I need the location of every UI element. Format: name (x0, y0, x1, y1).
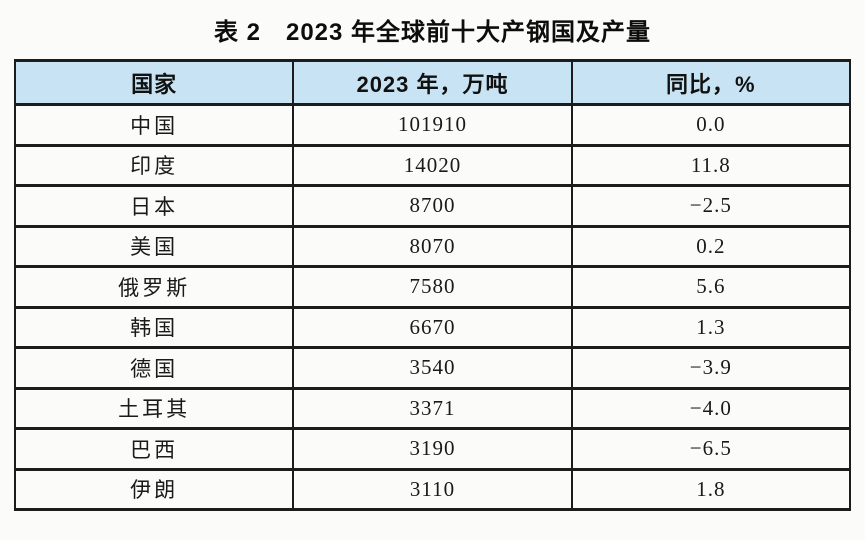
yoy-cell: −6.5 (570, 427, 852, 471)
yoy-cell: 0.2 (570, 224, 852, 268)
country-cell: 伊朗 (13, 467, 295, 511)
production-cell: 8700 (292, 184, 573, 228)
table-row: 伊朗 3110 1.8 (13, 467, 852, 511)
country-cell: 巴西 (13, 427, 295, 471)
yoy-cell: −2.5 (570, 184, 852, 228)
yoy-cell: 0.0 (570, 103, 852, 147)
production-cell: 6670 (292, 305, 573, 349)
yoy-cell: 1.3 (570, 305, 852, 349)
table-row: 中国 101910 0.0 (13, 103, 852, 147)
table-title: 表 2 2023 年全球前十大产钢国及产量 (213, 19, 652, 46)
yoy-cell: 5.6 (570, 265, 852, 309)
production-cell: 101910 (292, 103, 573, 147)
country-cell: 美国 (13, 224, 295, 268)
yoy-cell: −3.9 (570, 346, 852, 390)
table-row: 土耳其 3371 −4.0 (13, 386, 852, 430)
column-header-production: 2023 年，万吨 (292, 59, 573, 106)
production-cell: 14020 (292, 143, 573, 187)
country-cell: 中国 (13, 103, 295, 147)
table-body: 中国 101910 0.0 印度 14020 11.8 日本 8700 −2.5 美国 8070 0.… (13, 103, 852, 511)
steel-production-table: 国家 2023 年，万吨 同比，% 中国 101910 0.0 印度 14020 11.8 日本… (13, 59, 852, 511)
table-row: 韩国 6670 1.3 (13, 305, 852, 349)
table-row: 巴西 3190 −6.5 (13, 427, 852, 471)
yoy-cell: 11.8 (570, 143, 852, 187)
table-row: 日本 8700 −2.5 (13, 184, 852, 228)
production-cell: 7580 (292, 265, 573, 309)
country-cell: 土耳其 (13, 386, 295, 430)
table-row: 俄罗斯 7580 5.6 (13, 265, 852, 309)
table-row: 德国 3540 −3.9 (13, 346, 852, 390)
table-row: 美国 8070 0.2 (13, 224, 852, 268)
production-cell: 3540 (292, 346, 573, 390)
production-cell: 3110 (292, 467, 573, 511)
yoy-cell: −4.0 (570, 386, 852, 430)
country-cell: 印度 (13, 143, 295, 187)
country-cell: 俄罗斯 (13, 265, 295, 309)
country-cell: 韩国 (13, 305, 295, 349)
country-cell: 德国 (13, 346, 295, 390)
column-header-country: 国家 (13, 59, 295, 106)
production-cell: 3371 (292, 386, 573, 430)
table-header-row: 国家 2023 年，万吨 同比，% (13, 59, 852, 106)
production-cell: 8070 (292, 224, 573, 268)
column-header-yoy: 同比，% (570, 59, 852, 106)
country-cell: 日本 (13, 184, 295, 228)
yoy-cell: 1.8 (570, 467, 852, 511)
production-cell: 3190 (292, 427, 573, 471)
table-row: 印度 14020 11.8 (13, 143, 852, 187)
